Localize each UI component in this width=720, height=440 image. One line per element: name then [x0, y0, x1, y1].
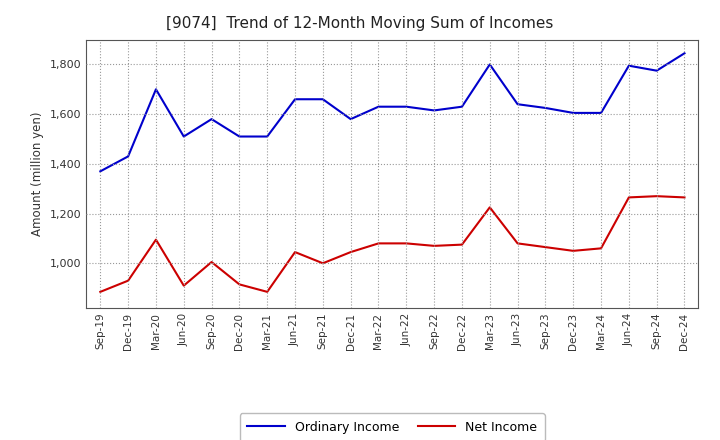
Net Income: [458, 242, 467, 247]
Net Income: [346, 249, 355, 255]
Ordinary Income: [235, 134, 243, 139]
Ordinary Income: [291, 97, 300, 102]
Ordinary Income: [458, 104, 467, 109]
Net Income: [485, 205, 494, 210]
Ordinary Income: [652, 68, 661, 73]
Net Income: [597, 246, 606, 251]
Net Income: [291, 249, 300, 255]
Net Income: [263, 289, 271, 294]
Ordinary Income: [680, 51, 689, 56]
Net Income: [374, 241, 383, 246]
Ordinary Income: [263, 134, 271, 139]
Ordinary Income: [179, 134, 188, 139]
Net Income: [207, 260, 216, 265]
Net Income: [402, 241, 410, 246]
Net Income: [624, 195, 633, 200]
Net Income: [318, 260, 327, 266]
Ordinary Income: [374, 104, 383, 109]
Net Income: [652, 194, 661, 199]
Ordinary Income: [346, 117, 355, 122]
Y-axis label: Amount (million yen): Amount (million yen): [32, 112, 45, 236]
Net Income: [513, 241, 522, 246]
Ordinary Income: [402, 104, 410, 109]
Ordinary Income: [624, 63, 633, 68]
Ordinary Income: [124, 154, 132, 159]
Net Income: [541, 245, 550, 250]
Net Income: [96, 289, 104, 294]
Net Income: [152, 237, 161, 242]
Net Income: [179, 283, 188, 288]
Net Income: [235, 282, 243, 287]
Ordinary Income: [318, 97, 327, 102]
Ordinary Income: [513, 102, 522, 107]
Line: Ordinary Income: Ordinary Income: [100, 53, 685, 171]
Ordinary Income: [430, 108, 438, 113]
Legend: Ordinary Income, Net Income: Ordinary Income, Net Income: [240, 413, 545, 440]
Net Income: [124, 278, 132, 283]
Ordinary Income: [541, 105, 550, 110]
Text: [9074]  Trend of 12-Month Moving Sum of Incomes: [9074] Trend of 12-Month Moving Sum of I…: [166, 16, 554, 32]
Ordinary Income: [96, 169, 104, 174]
Ordinary Income: [569, 110, 577, 116]
Ordinary Income: [152, 87, 161, 92]
Ordinary Income: [207, 117, 216, 122]
Net Income: [680, 195, 689, 200]
Net Income: [430, 243, 438, 249]
Net Income: [569, 248, 577, 253]
Ordinary Income: [485, 62, 494, 67]
Ordinary Income: [597, 110, 606, 116]
Line: Net Income: Net Income: [100, 196, 685, 292]
